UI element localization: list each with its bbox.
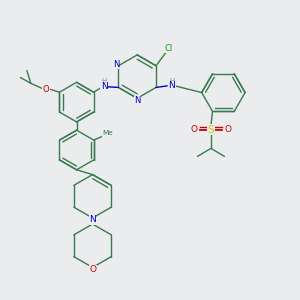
Text: Me: Me [102,130,113,136]
Text: N: N [113,60,119,69]
Text: O: O [89,265,96,274]
Text: N: N [101,82,107,91]
Text: N: N [89,215,96,224]
Text: N: N [169,81,176,90]
Text: H: H [101,78,107,84]
Text: O: O [190,125,197,134]
Text: O: O [43,85,50,94]
Text: O: O [225,125,232,134]
Text: H: H [169,78,175,84]
Text: Cl: Cl [165,44,173,53]
Text: S: S [208,125,214,135]
Text: N: N [134,96,140,105]
